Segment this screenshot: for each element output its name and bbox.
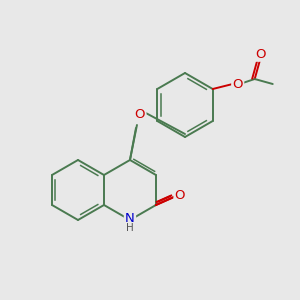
Text: H: H	[126, 223, 134, 233]
Text: O: O	[135, 109, 145, 122]
Text: O: O	[232, 77, 243, 91]
Text: O: O	[175, 188, 185, 202]
Text: N: N	[125, 212, 135, 226]
Text: O: O	[256, 47, 266, 61]
